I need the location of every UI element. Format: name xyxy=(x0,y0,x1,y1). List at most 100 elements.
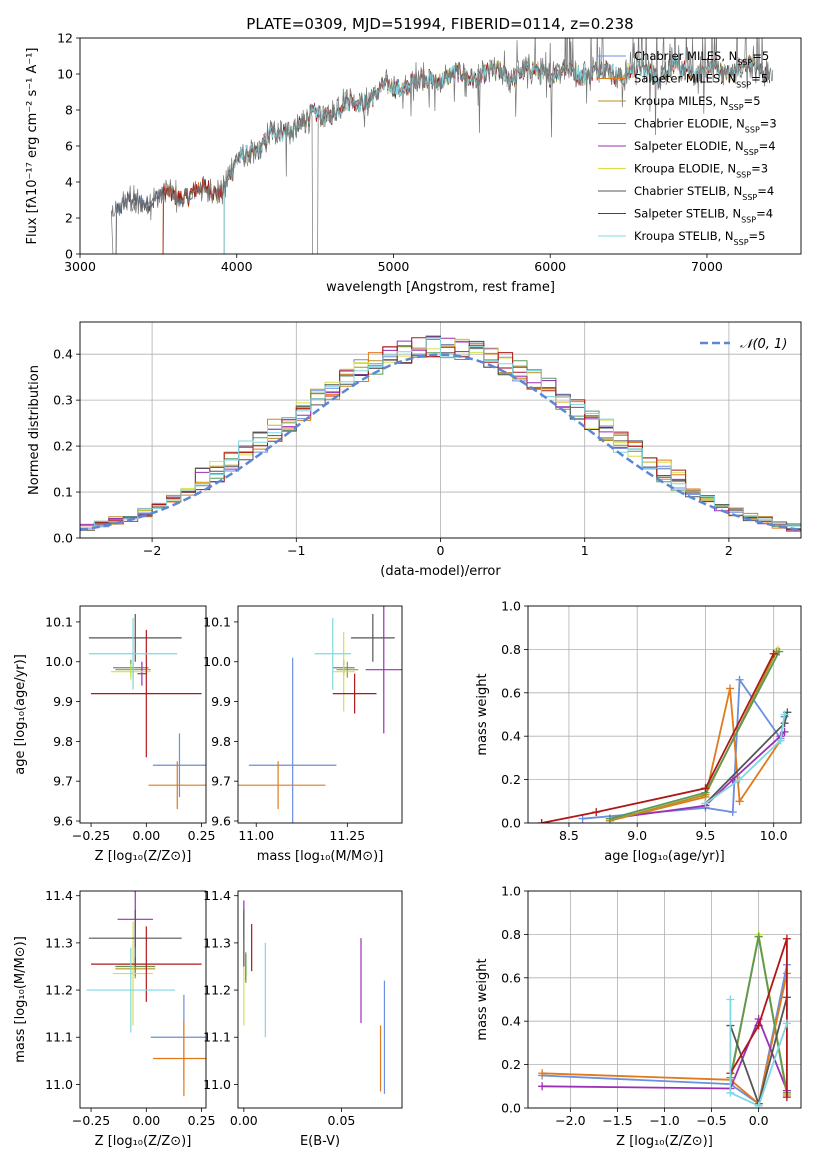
legend-nssp-subscript: SSP xyxy=(729,103,744,112)
mass_vs_Z-plot-area xyxy=(86,891,206,1097)
errorbar-point xyxy=(314,617,351,690)
y-tick-label: 9.7 xyxy=(53,774,73,789)
y-tick-label: 9.9 xyxy=(53,694,73,709)
age_vs_Z-panel: −0.25 0.00 0.25 9.6 9.7 9.8 9.9 10.0 10.1 Z [log₁… xyxy=(13,605,216,864)
errorbar-point xyxy=(137,661,147,686)
errorbar-point xyxy=(336,661,359,678)
weight_vs_Z-plot-area xyxy=(538,930,791,1108)
y-tick-label: 11.2 xyxy=(203,983,231,998)
legend-nssp-subscript: SSP xyxy=(744,148,759,157)
y-tick-label: 9.8 xyxy=(53,734,73,749)
y-tick-label: 0.3 xyxy=(53,393,73,408)
errorbar-point xyxy=(152,1020,206,1097)
y-tick-label: 0.4 xyxy=(501,1014,521,1029)
y-tick-label: 9.7 xyxy=(211,774,231,789)
weight-marker xyxy=(592,808,601,817)
weight-line xyxy=(609,651,780,820)
legend-nssp-subscript: SSP xyxy=(741,215,756,224)
x-tick-label: 0.00 xyxy=(132,828,160,843)
x-tick-label: 7000 xyxy=(691,259,723,274)
weight_vs_Z-panel: −2.0 −1.5 −1.0 −0.5 0.0 0.0 0.2 0.4 0.6 0.8 1.0 Z [… xyxy=(475,884,802,1149)
y-tick-label: 11.3 xyxy=(45,935,73,950)
data-spectrum-line xyxy=(110,38,774,254)
errorbar-point xyxy=(148,761,206,810)
legend-nssp-prefix: , N xyxy=(720,162,736,176)
age_vs_Z-plot-area xyxy=(88,613,206,810)
x-tick-label: −1.5 xyxy=(602,1113,632,1128)
x-tick-label: −2 xyxy=(143,543,161,558)
legend-nssp-prefix: , N xyxy=(725,207,741,221)
axes-frame xyxy=(79,321,802,539)
x-tick-label: 11.25 xyxy=(329,828,365,843)
errorbar-point xyxy=(88,613,182,662)
y-tick-label: 9.8 xyxy=(211,734,231,749)
legend-label: Salpeter STELIB, NSSP=4 xyxy=(634,207,773,225)
x-axis-label: wavelength [Angstrom, rest frame] xyxy=(326,280,555,295)
weight-line xyxy=(542,1016,788,1091)
weight-marker xyxy=(735,775,744,784)
weight-marker xyxy=(776,736,785,745)
spectrum-panel: 3000 4000 5000 6000 7000 0 2 4 6 8 10 12 wavelength … xyxy=(25,31,802,295)
weight-marker xyxy=(782,1093,791,1102)
axes-frame xyxy=(79,605,207,824)
y-tick-label: 9.9 xyxy=(211,694,231,709)
weight-marker xyxy=(780,719,789,728)
errorbar-point xyxy=(88,909,182,967)
y-tick-label: 10.0 xyxy=(203,654,231,669)
legend-nssp-eq: = xyxy=(751,162,761,176)
y-axis-label: age [log₁₀(age/yr)] xyxy=(13,654,28,775)
x-tick-label: 3000 xyxy=(64,259,96,274)
x-tick-label: 6000 xyxy=(534,259,566,274)
axes-frame xyxy=(527,605,802,824)
x-axis-label: age [log₁₀(age/yr)] xyxy=(604,849,725,864)
legend-nssp-prefix: , N xyxy=(713,94,729,108)
model-spectrum-line xyxy=(223,59,673,254)
y-tick-label: 11.0 xyxy=(45,1077,73,1092)
y-tick-label: 0.6 xyxy=(501,685,521,700)
y-tick-label: 11.1 xyxy=(45,1030,73,1045)
legend-nssp-eq: = xyxy=(751,72,761,86)
x-tick-label: 2 xyxy=(725,543,733,558)
x-tick-label: 10.0 xyxy=(760,828,788,843)
weight-marker xyxy=(537,819,546,823)
legend-label: Kroupa ELODIE, NSSP=3 xyxy=(634,162,768,180)
legend-nssp-eq: = xyxy=(760,117,770,131)
axes-frame xyxy=(527,890,802,1109)
normal-reference-curve xyxy=(80,353,801,532)
legend-nssp-value: 3 xyxy=(761,162,768,176)
model-spectrum-line xyxy=(223,58,673,254)
y-tick-label: 0.2 xyxy=(501,1057,521,1072)
errorbar-point xyxy=(86,947,176,1033)
weight-marker xyxy=(701,784,710,793)
y-tick-label: 10.0 xyxy=(45,654,73,669)
x-tick-label: 0.25 xyxy=(188,828,216,843)
weight-marker xyxy=(538,1082,547,1091)
weight-marker xyxy=(726,1088,735,1097)
weight-marker xyxy=(769,649,778,658)
x-axis-label: E(B-V) xyxy=(300,1134,340,1149)
weight-marker xyxy=(754,1101,763,1108)
weight-line xyxy=(609,731,786,820)
x-tick-label: −1 xyxy=(287,543,305,558)
legend-nssp-prefix: , N xyxy=(726,184,742,198)
hist-legend: 𝒩(0, 1) xyxy=(700,337,787,352)
legend-nssp-prefix: , N xyxy=(729,117,745,131)
x-tick-label: 5000 xyxy=(378,259,410,274)
y-tick-label: 0.8 xyxy=(501,642,521,657)
legend-nssp-value: 3 xyxy=(769,117,776,131)
weight-marker xyxy=(782,1019,791,1028)
legend-nssp-value: 5 xyxy=(753,94,760,108)
y-tick-label: 0 xyxy=(65,247,73,262)
legend-model-name: Chabrier STELIB xyxy=(634,184,726,198)
legend-nssp-eq: = xyxy=(759,139,769,153)
legend-nssp-value: 4 xyxy=(768,139,775,153)
weight-marker xyxy=(754,1021,763,1030)
legend-nssp-value: 4 xyxy=(766,207,773,221)
legend-nssp-prefix: , N xyxy=(718,229,734,243)
weight-marker xyxy=(754,932,763,941)
y-tick-label: 12 xyxy=(57,31,73,46)
legend-label: Kroupa STELIB, NSSP=5 xyxy=(634,229,766,247)
spectrum-plot-area xyxy=(110,38,774,254)
